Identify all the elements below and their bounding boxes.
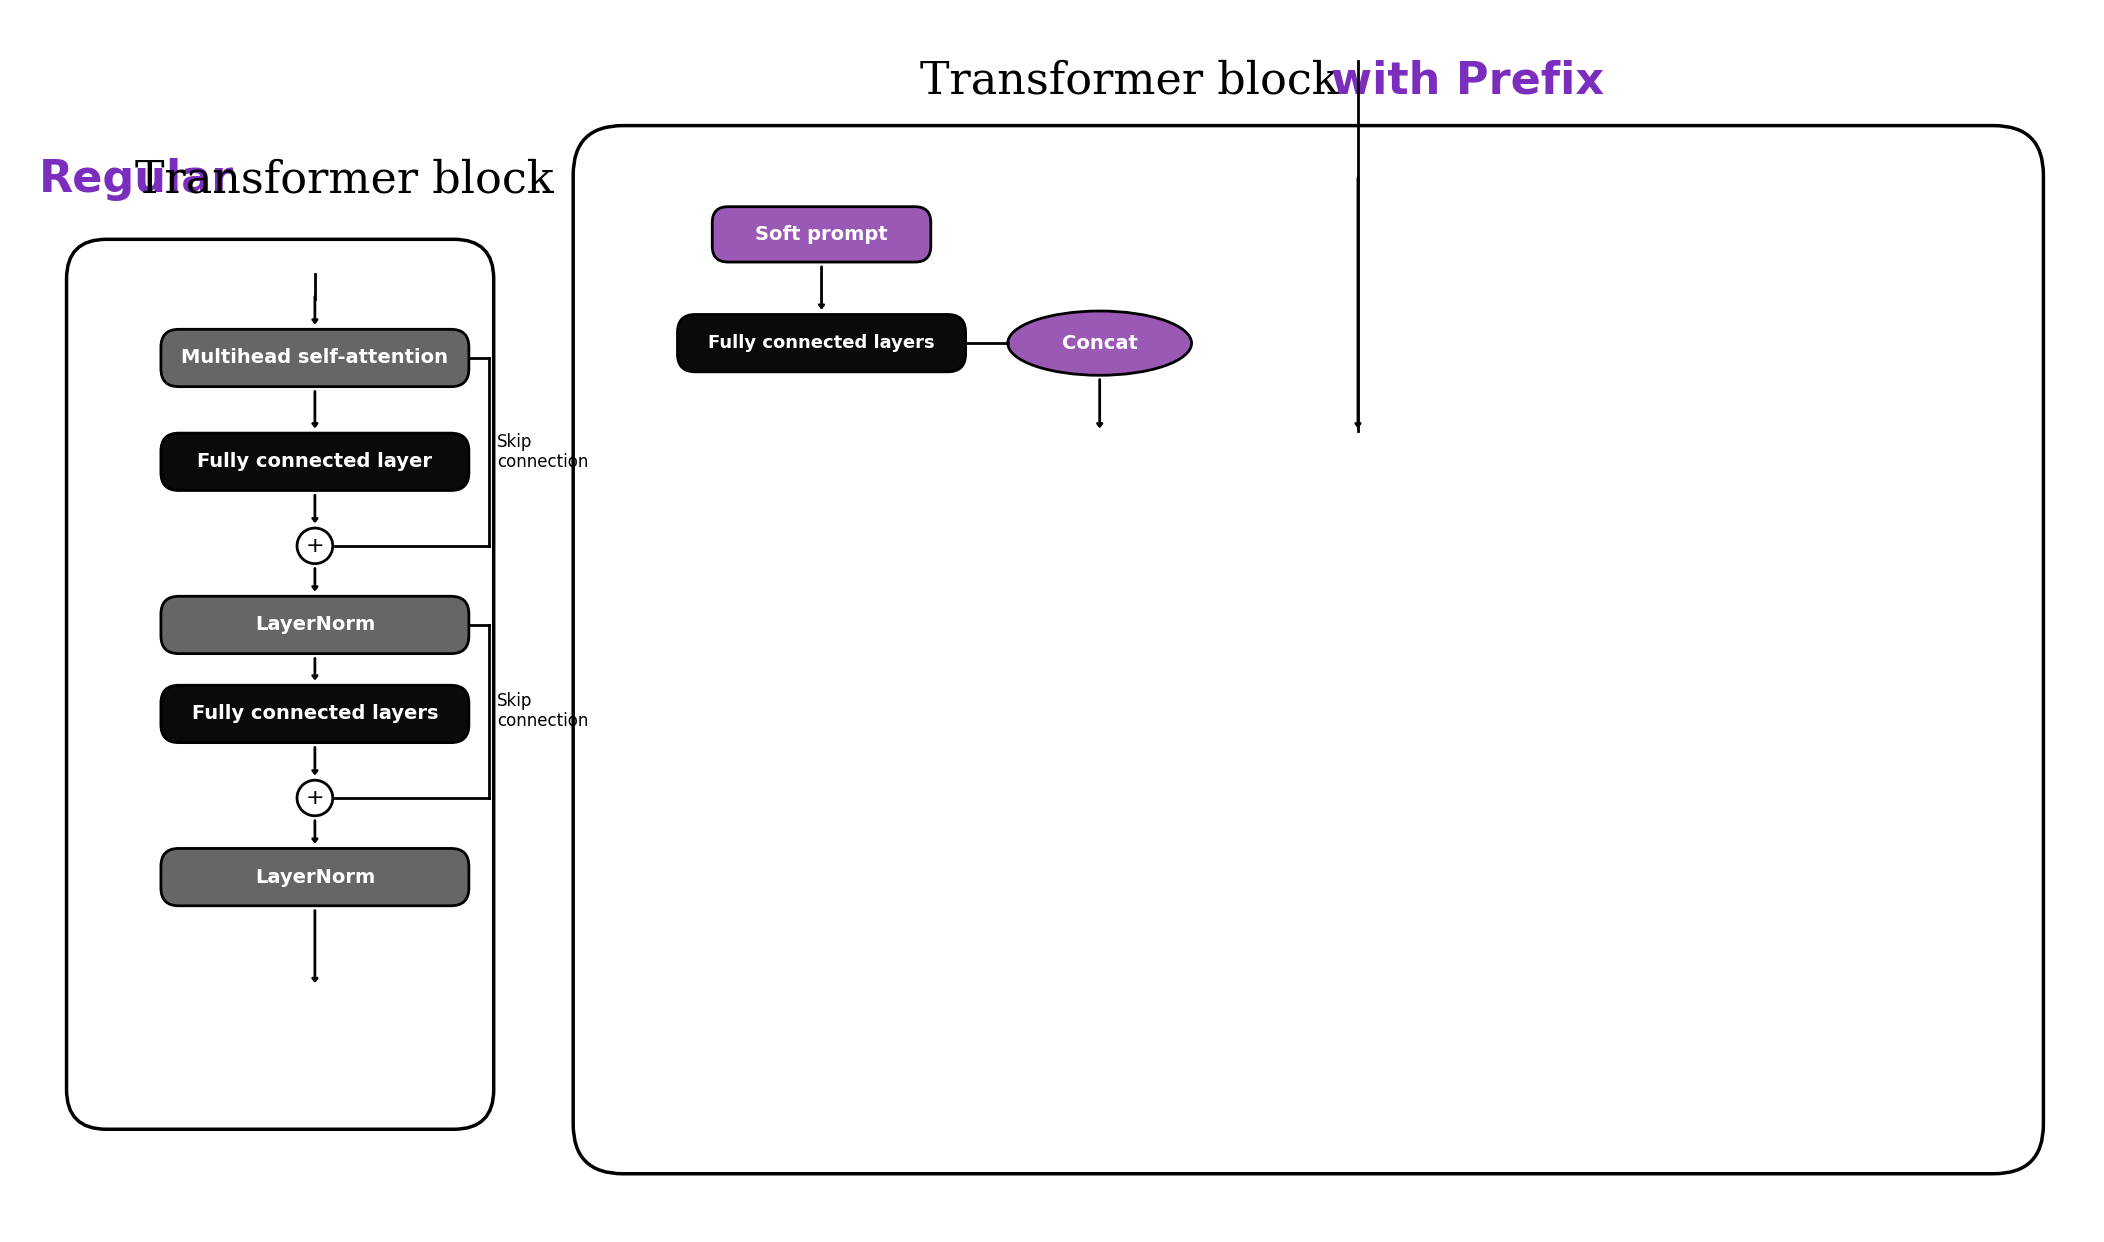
Text: with Prefix: with Prefix (1330, 60, 1603, 103)
FancyBboxPatch shape (160, 686, 469, 743)
Circle shape (297, 780, 332, 816)
Text: Soft prompt: Soft prompt (755, 225, 888, 243)
FancyBboxPatch shape (67, 240, 494, 1129)
Text: +: + (305, 787, 324, 809)
FancyBboxPatch shape (160, 329, 469, 386)
FancyBboxPatch shape (160, 596, 469, 653)
Text: Fully connected layers: Fully connected layers (191, 704, 438, 723)
Text: Concat: Concat (1063, 334, 1138, 353)
FancyBboxPatch shape (677, 314, 966, 371)
Text: Fully connected layers: Fully connected layers (709, 334, 934, 353)
Text: Skip
connection: Skip connection (497, 692, 587, 730)
Text: Skip
connection: Skip connection (497, 432, 587, 471)
Circle shape (297, 528, 332, 564)
Text: LayerNorm: LayerNorm (255, 868, 375, 887)
FancyBboxPatch shape (572, 125, 2043, 1174)
Text: Transformer block: Transformer block (919, 60, 1338, 103)
Text: LayerNorm: LayerNorm (255, 616, 375, 635)
Text: Regular: Regular (38, 159, 234, 201)
FancyBboxPatch shape (160, 433, 469, 491)
Text: Multihead self-attention: Multihead self-attention (181, 349, 448, 368)
Text: Transformer block: Transformer block (135, 159, 553, 201)
Ellipse shape (1008, 310, 1191, 375)
Text: Fully connected layer: Fully connected layer (198, 452, 433, 471)
FancyBboxPatch shape (160, 848, 469, 905)
FancyBboxPatch shape (713, 206, 930, 262)
Text: +: + (305, 535, 324, 556)
